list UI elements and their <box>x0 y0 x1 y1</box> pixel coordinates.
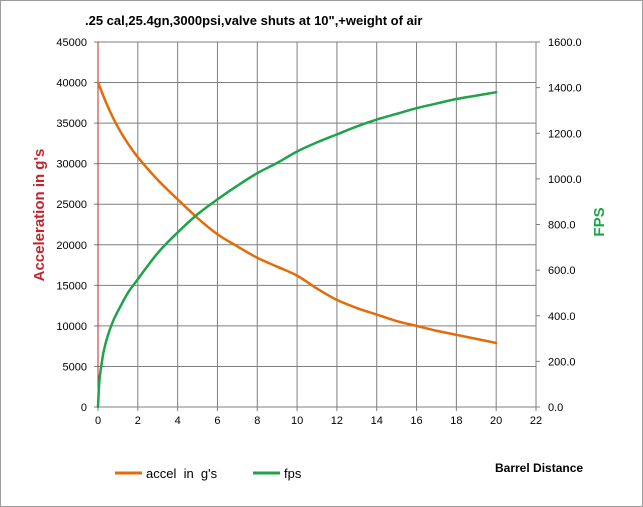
x-tick-label: 22 <box>530 415 542 427</box>
y-right-tick-label: 1400.0 <box>548 83 582 95</box>
y-left-tick-label: 15000 <box>56 280 87 292</box>
legend-label-fps: fps <box>284 466 302 481</box>
y-right-tick-label: 1600.0 <box>548 37 582 49</box>
x-axis-ticks: 0 2 4 6 8 10 12 14 16 18 20 22 <box>95 407 542 427</box>
x-tick-label: 6 <box>214 415 220 427</box>
y-left-tick-label: 30000 <box>56 159 87 171</box>
y-left-tick-label: 0 <box>81 402 87 414</box>
chart-title: .25 cal,25.4gn,3000psi,valve shuts at 10… <box>85 13 422 28</box>
y-right-axis-ticks: 0.0 200.0 400.0 600.0 800.0 1000.0 1200.0 1400.… <box>536 37 582 414</box>
y-left-tick-label: 10000 <box>56 321 87 333</box>
x-tick-label: 16 <box>410 415 422 427</box>
y-left-tick-label: 25000 <box>56 199 87 211</box>
y-left-tick-label: 20000 <box>56 240 87 252</box>
y-right-tick-label: 200.0 <box>548 356 576 368</box>
series-line-accel <box>96 81 498 345</box>
x-tick-label: 20 <box>490 415 502 427</box>
x-tick-label: 4 <box>175 415 181 427</box>
x-tick-label: 8 <box>254 415 260 427</box>
y-left-axis-ticks: 0 5000 10000 15000 20000 25000 30000 35000 40000… <box>56 37 98 414</box>
y-right-tick-label: 400.0 <box>548 311 576 323</box>
x-tick-label: 10 <box>291 415 303 427</box>
y-right-tick-label: 0.0 <box>548 402 563 414</box>
x-tick-label: 12 <box>331 415 343 427</box>
x-tick-label: 14 <box>371 415 383 427</box>
y-left-tick-label: 35000 <box>56 118 87 130</box>
y-right-tick-label: 1000.0 <box>548 174 582 186</box>
legend: accel in g's fps <box>115 466 302 481</box>
x-tick-label: 0 <box>95 415 101 427</box>
y-right-tick-label: 1200.0 <box>548 128 582 140</box>
series-line-fps <box>96 90 498 409</box>
y-right-tick-label: 800.0 <box>548 220 576 232</box>
legend-label-accel: accel in g's <box>146 466 218 481</box>
y-right-axis-label: FPS <box>591 207 608 236</box>
x-tick-label: 18 <box>450 415 462 427</box>
y-left-axis-label: Acceleration in g's <box>31 149 48 282</box>
y-left-tick-label: 45000 <box>56 37 87 49</box>
y-left-tick-label: 40000 <box>56 78 87 90</box>
x-tick-label: 2 <box>135 415 141 427</box>
y-left-tick-label: 5000 <box>63 361 87 373</box>
y-right-tick-label: 600.0 <box>548 265 576 277</box>
x-axis-label: Barrel Distance <box>495 461 583 475</box>
